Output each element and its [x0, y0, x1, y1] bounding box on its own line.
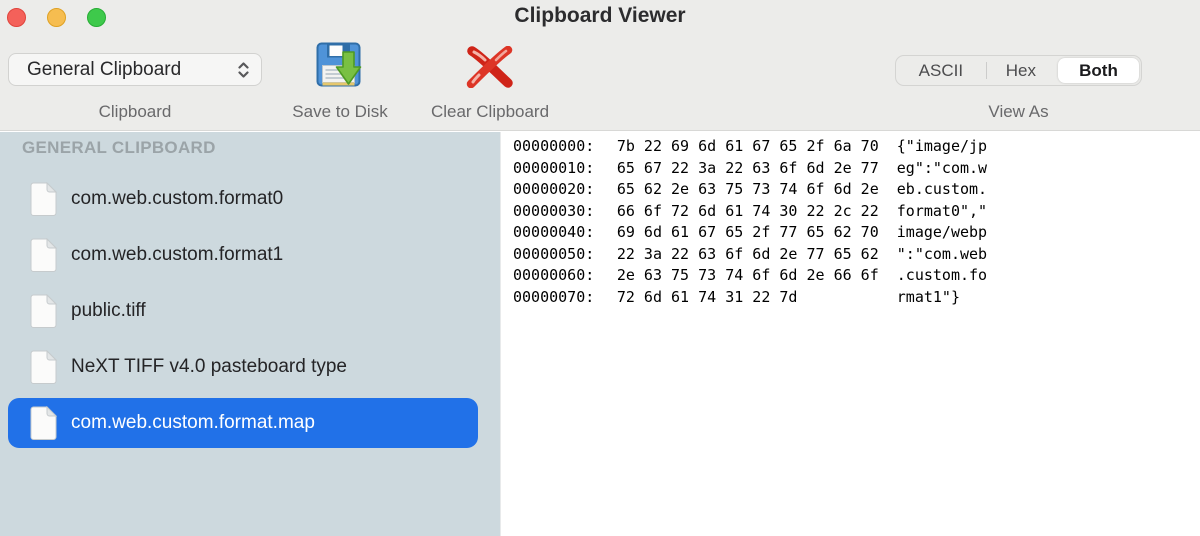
sidebar: GENERAL CLIPBOARD com.web.custom.format0 — [0, 132, 501, 536]
hex-line: 00000060: 2e 63 75 73 74 6f 6d 2e 66 6f .c… — [513, 265, 1200, 287]
floppy-disk-save-icon — [312, 42, 368, 94]
sidebar-header: GENERAL CLIPBOARD — [22, 138, 216, 157]
hex-bytes: 2e 63 75 73 74 6f 6d 2e 66 6f — [616, 266, 879, 284]
hex-line: 00000070: 72 6d 61 74 31 22 7d rmat1"} — [513, 287, 1200, 309]
hex-line: 00000050: 22 3a 22 63 6f 6d 2e 77 65 62 ":… — [513, 244, 1200, 266]
hex-view[interactable]: 00000000: 7b 22 69 6d 61 67 65 2f 6a 70 {"… — [502, 131, 1200, 536]
document-icon — [30, 349, 58, 384]
clear-clipboard-button[interactable] — [462, 45, 518, 89]
hex-address: 00000060: — [513, 266, 595, 284]
hex-address: 00000020: — [513, 180, 595, 198]
clipboard-group-label: Clipboard — [98, 102, 172, 121]
document-icon — [30, 293, 58, 328]
save-to-disk-button[interactable] — [312, 42, 368, 90]
hex-address: 00000070: — [513, 287, 595, 306]
format-list: com.web.custom.format0 com.web.custom.fo… — [0, 171, 500, 451]
hex-address: 00000040: — [513, 223, 595, 241]
sidebar-item-label: com.web.custom.format.map — [71, 412, 315, 433]
document-icon — [30, 405, 58, 440]
sidebar-item-label: NeXT TIFF v4.0 pasteboard type — [71, 356, 347, 377]
hex-ascii: ":"com.web — [896, 244, 988, 263]
hex-address: 00000010: — [513, 158, 595, 177]
hex-bytes: 65 67 22 3a 22 63 6f 6d 2e 77 — [616, 158, 879, 177]
hex-ascii: rmat1"} — [896, 287, 960, 306]
view-as-group-label: View As — [988, 102, 1049, 121]
titlebar-toolbar: Clipboard Viewer General Clipboard Clipb… — [0, 0, 1200, 131]
segment-divider — [985, 62, 987, 79]
sidebar-item-format1[interactable]: com.web.custom.format1 — [0, 227, 500, 283]
hex-ascii: image/webp — [896, 223, 988, 241]
minimize-button[interactable] — [47, 8, 66, 27]
hex-ascii: {"image/jp — [896, 137, 988, 155]
sidebar-item-next-tiff[interactable]: NeXT TIFF v4.0 pasteboard type — [0, 339, 500, 395]
tab-hex[interactable]: Hex — [1005, 60, 1036, 80]
red-x-icon — [462, 45, 518, 92]
sidebar-item-format-map[interactable]: com.web.custom.format.map — [8, 398, 478, 448]
zoom-button[interactable] — [87, 8, 106, 27]
save-to-disk-label: Save to Disk — [292, 102, 388, 121]
hex-line: 00000000: 7b 22 69 6d 61 67 65 2f 6a 70 {"… — [513, 136, 1200, 158]
hex-address: 00000030: — [513, 201, 595, 220]
sidebar-item-public-tiff[interactable]: public.tiff — [0, 283, 500, 339]
hex-ascii: format0"," — [896, 201, 988, 220]
sidebar-item-label: public.tiff — [71, 300, 146, 321]
sidebar-item-label: com.web.custom.format0 — [71, 188, 284, 209]
hex-address: 00000000: — [513, 137, 595, 155]
hex-line: 00000030: 66 6f 72 6d 61 74 30 22 2c 22 fo… — [513, 201, 1200, 223]
hex-line: 00000010: 65 67 22 3a 22 63 6f 6d 2e 77 eg… — [513, 158, 1200, 180]
hex-line: 00000040: 69 6d 61 67 65 2f 77 65 62 70 im… — [513, 222, 1200, 244]
hex-bytes: 22 3a 22 63 6f 6d 2e 77 65 62 — [616, 244, 879, 263]
document-icon — [30, 181, 58, 216]
up-down-chevrons-icon — [237, 61, 250, 78]
hex-ascii: eb.custom. — [896, 180, 988, 198]
document-icon — [30, 237, 58, 272]
tab-both[interactable]: Both — [1058, 58, 1139, 83]
sidebar-item-format0[interactable]: com.web.custom.format0 — [0, 171, 500, 227]
clipboard-select[interactable]: General Clipboard — [8, 53, 262, 86]
clipboard-select-value: General Clipboard — [27, 58, 182, 80]
hex-bytes: 69 6d 61 67 65 2f 77 65 62 70 — [616, 223, 879, 241]
hex-ascii: eg":"com.w — [896, 158, 988, 177]
clear-clipboard-label: Clear Clipboard — [430, 102, 550, 121]
sidebar-item-label: com.web.custom.format1 — [71, 244, 284, 265]
hex-ascii: .custom.fo — [896, 266, 988, 284]
hex-bytes: 7b 22 69 6d 61 67 65 2f 6a 70 — [616, 137, 879, 155]
tab-ascii[interactable]: ASCII — [918, 60, 964, 80]
hex-address: 00000050: — [513, 244, 595, 263]
hex-bytes: 72 6d 61 74 31 22 7d — [616, 287, 798, 306]
window-title: Clipboard Viewer — [514, 4, 686, 27]
view-as-segmented-control: ASCII Hex Both — [895, 55, 1142, 86]
close-button[interactable] — [7, 8, 26, 27]
hex-line: 00000020: 65 62 2e 63 75 73 74 6f 6d 2e eb… — [513, 179, 1200, 201]
hex-bytes: 66 6f 72 6d 61 74 30 22 2c 22 — [616, 201, 879, 220]
hex-bytes: 65 62 2e 63 75 73 74 6f 6d 2e — [616, 180, 879, 198]
